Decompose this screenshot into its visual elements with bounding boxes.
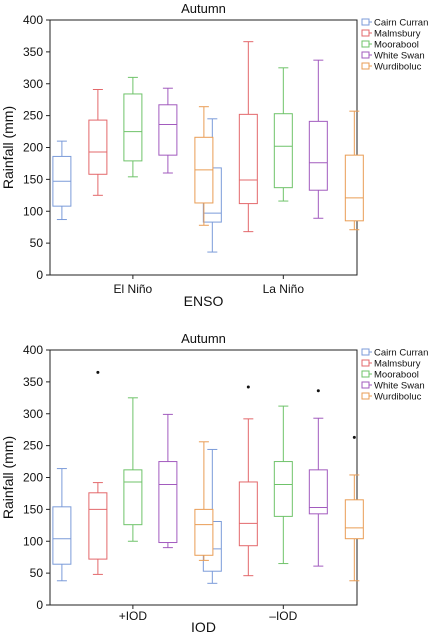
chart-title: Autumn [181,331,226,346]
iqr-box [158,461,178,544]
y-tick-label: 100 [23,204,43,218]
legend-swatch [361,392,370,400]
iqr-box [308,120,328,191]
box-malmsbury [238,41,258,233]
legend-swatch [361,348,370,356]
legend-swatch [361,370,370,378]
iqr-box [308,469,328,515]
box-wurdiboluc [194,441,214,561]
legend-swatch [361,40,370,48]
legend-entry: White Swan [361,381,425,392]
box-white-swan [308,59,328,219]
iqr-box [123,93,143,162]
legend-label: Moorabool [374,370,419,381]
x-axis-title: IOD [191,619,216,633]
legend-swatch [361,18,370,26]
y-tick-label: 150 [23,172,43,186]
legend-label: Moorabool [374,40,419,51]
box-malmsbury [88,370,108,575]
box-wurdiboluc [344,110,364,231]
iqr-box [88,492,108,560]
y-tick-label: 400 [23,343,43,357]
y-tick-label: 0 [36,268,43,282]
iqr-box [194,508,214,556]
box-white-swan [158,87,178,174]
box-moorabool [273,67,293,202]
y-tick-label: 50 [30,566,44,580]
y-tick-label: 350 [23,45,43,59]
box-cairn-curran [52,140,72,221]
iqr-box [273,461,293,517]
chart-panel-2: Autumn 0 50 100 150 200 250 300 350 400 Rainfall (… [0,331,428,633]
iqr-box [88,119,108,175]
iqr-box [158,104,178,156]
iqr-box [344,499,364,540]
box-wurdiboluc [344,435,364,582]
iqr-box [344,154,364,222]
chart-title: Autumn [181,1,226,16]
y-tick-label: 350 [23,375,43,389]
y-axis-title: Rainfall (mm) [0,436,16,519]
iqr-box [238,481,258,547]
legend-swatch [361,51,370,59]
legend-entry: White Swan [361,51,425,62]
legend-label: Cairn Curran [374,348,428,359]
legend-label: White Swan [374,51,425,62]
legend-label: Wurdiboluc [374,62,422,73]
legend-entry: Cairn Curran [361,348,428,359]
legend-label: Cairn Curran [374,18,428,29]
legend-entry: Wurdiboluc [361,62,422,73]
legend-label: Wurdiboluc [374,392,422,403]
box-cairn-curran [52,468,72,582]
y-tick-label: 250 [23,109,43,123]
y-tick-label: 400 [23,13,43,27]
y-tick-label: 250 [23,439,43,453]
legend-entry: Malmsbury [361,29,421,40]
box-moorabool [123,397,143,542]
box-white-swan [158,413,178,549]
y-tick-label: 300 [23,407,43,421]
y-tick-label: 150 [23,502,43,516]
legend-label: White Swan [374,381,425,392]
y-tick-label: 200 [23,141,43,155]
legend-label: Malmsbury [374,359,421,370]
outlier-point [352,435,356,439]
x-tick-label: La Niño [263,282,305,296]
box-wurdiboluc [194,106,214,226]
legend-swatch [361,29,370,37]
outlier-point [316,389,320,393]
outlier-point [246,385,250,389]
y-tick-label: 200 [23,471,43,485]
box-moorabool [273,405,293,565]
box-malmsbury [88,88,108,196]
box-moorabool [123,76,143,178]
iqr-box [238,113,258,205]
iqr-box [52,506,72,565]
box-malmsbury [238,385,258,577]
x-tick-label: El Niño [114,282,153,296]
legend-swatch [361,381,370,389]
legend-swatch [361,62,370,70]
legend-entry: Wurdiboluc [361,392,422,403]
y-tick-label: 0 [36,598,43,612]
x-tick-label: –IOD [269,609,297,623]
legend-entry: Moorabool [361,40,419,51]
legend-entry: Moorabool [361,370,419,381]
legend-label: Malmsbury [374,29,421,40]
x-tick-label: +IOD [119,609,148,623]
y-tick-label: 100 [23,534,43,548]
legend-entry: Malmsbury [361,359,421,370]
iqr-box [273,113,293,189]
y-axis-title: Rainfall (mm) [0,106,16,189]
x-axis-title: ENSO [184,293,224,309]
legend-swatch [361,359,370,367]
chart-panel-1: Autumn 0 50 100 150 200 250 300 350 400 Rainfall (… [0,1,428,309]
legend-entry: Cairn Curran [361,18,428,29]
box-white-swan [308,389,328,567]
y-tick-label: 50 [30,236,44,250]
iqr-box [123,469,143,526]
y-tick-label: 300 [23,77,43,91]
outlier-point [96,370,100,374]
